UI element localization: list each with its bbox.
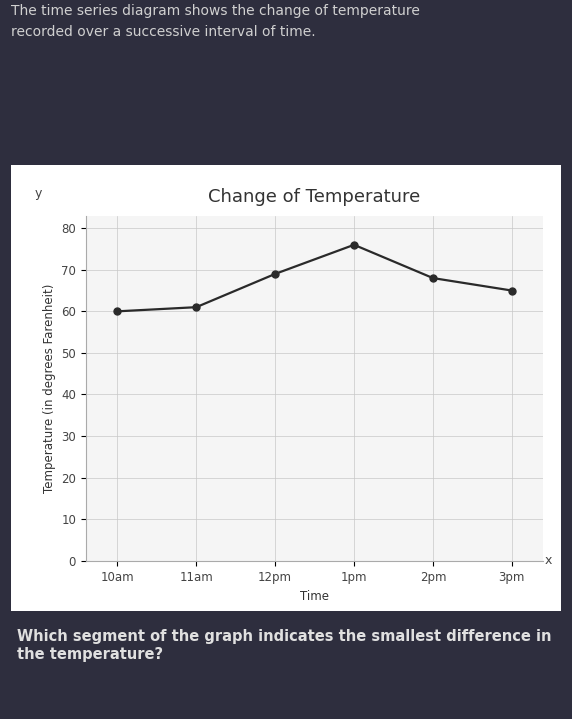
X-axis label: Time: Time — [300, 590, 329, 603]
Text: The time series diagram shows the change of temperature: The time series diagram shows the change… — [11, 4, 420, 17]
Y-axis label: Temperature (in degrees Farenheit): Temperature (in degrees Farenheit) — [43, 283, 55, 493]
Text: x: x — [545, 554, 552, 567]
Text: y: y — [34, 187, 42, 200]
Title: Change of Temperature: Change of Temperature — [208, 188, 421, 206]
Text: recorded over a successive interval of time.: recorded over a successive interval of t… — [11, 25, 316, 39]
Text: Which segment of the graph indicates the smallest difference in
the temperature?: Which segment of the graph indicates the… — [17, 629, 551, 661]
